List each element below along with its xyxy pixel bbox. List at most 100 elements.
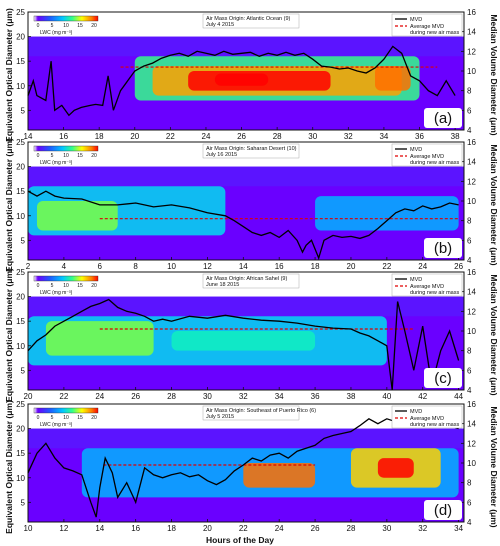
y2-tick-label: 14	[467, 28, 476, 37]
colorbar	[33, 145, 99, 152]
colorbar-tick: 10	[63, 23, 69, 29]
y2-tick-label: 16	[467, 8, 476, 17]
colorbar-label: LWC (mg m⁻³)	[40, 422, 73, 428]
lwc-upper-band	[28, 296, 464, 317]
colorbar	[33, 407, 99, 414]
x-tick-label: 12	[203, 262, 212, 271]
y-tick-label: 20	[16, 163, 25, 172]
legend-avg-label: Average MVD	[410, 24, 444, 30]
legend-avg-sub: during new air mass	[410, 160, 459, 166]
y2-tick-label: 4	[467, 126, 472, 135]
colorbar-tick: 5	[51, 283, 54, 289]
x-tick-label: 20	[203, 524, 212, 533]
x-tick-label: 12	[59, 524, 68, 533]
legend-box	[391, 273, 463, 297]
lwc-cell	[315, 196, 459, 231]
panel-label-bg	[424, 500, 462, 520]
air-mass-origin: Air Mass Origin: Southeast of Puerto Ric…	[206, 408, 316, 414]
x-tick-label: 34	[454, 524, 463, 533]
colorbar-tick: 20	[91, 23, 97, 29]
x-tick-label: 16	[59, 132, 68, 141]
y-tick-label: 20	[16, 425, 25, 434]
x-tick-label: 44	[454, 392, 463, 401]
y-tick-label: 15	[16, 57, 25, 66]
y2-tick-label: 14	[467, 420, 476, 429]
legend-mvd-label: MVD	[410, 409, 422, 415]
y-tick-label: 25	[16, 400, 25, 409]
y2-tick-label: 10	[467, 197, 476, 206]
y2-tick-label: 6	[467, 106, 472, 115]
colorbar-tick: 0	[37, 415, 40, 421]
x-tick-label: 24	[418, 262, 427, 271]
legend-avg-label: Average MVD	[410, 154, 444, 160]
x-tick-label: 36	[311, 392, 320, 401]
x-tick-label: 32	[344, 132, 353, 141]
right-ylabel-a: Median Volume Diameter (μm)	[489, 14, 499, 135]
colorbar-tick: 20	[91, 153, 97, 159]
y2-tick-label: 6	[467, 498, 472, 507]
colorbar-tick: 5	[51, 153, 54, 159]
x-tick-label: 26	[311, 524, 320, 533]
x-tick-label: 38	[347, 392, 356, 401]
x-tick-label: 14	[239, 262, 248, 271]
y2-tick-label: 12	[467, 439, 476, 448]
mvd-line	[27, 298, 460, 391]
legend-box	[391, 405, 463, 429]
legend-mvd-label: MVD	[410, 277, 422, 283]
y2-tick-label: 4	[467, 518, 472, 527]
x-tick-label: 22	[166, 132, 175, 141]
x-tick-label: 26	[237, 132, 246, 141]
x-tick-label: 22	[59, 392, 68, 401]
panel-label-bg	[424, 238, 462, 258]
x-tick-label: 28	[167, 392, 176, 401]
x-tick-label: 28	[347, 524, 356, 533]
y2-tick-label: 10	[467, 67, 476, 76]
x-tick-label: 24	[202, 132, 211, 141]
y2-tick-label: 14	[467, 288, 476, 297]
y-tick-label: 20	[16, 33, 25, 42]
colorbar-label: LWC (mg m⁻³)	[40, 30, 73, 36]
y-tick-label: 5	[21, 498, 26, 507]
y-tick-label: 5	[21, 366, 26, 375]
x-tick-label: 30	[308, 132, 317, 141]
panel-c: 20 22 24 26 28 30 32 34 36 38 40 42 44 5 10 15 20 25 4 6 8 10…	[16, 268, 476, 401]
y-tick-label: 5	[21, 106, 26, 115]
x-tick-label: 38	[451, 132, 460, 141]
y-tick-label: 10	[16, 82, 25, 91]
x-tick-label: 22	[382, 262, 391, 271]
info-box	[202, 143, 300, 159]
colorbar-tick: 15	[77, 23, 83, 29]
air-mass-origin: Air Mass Origin: Saharan Desert (10)	[206, 146, 297, 152]
colorbar-tick: 5	[51, 23, 54, 29]
y-tick-label: 20	[16, 293, 25, 302]
right-ylabel-b: Median Volume Diameter (μm)	[489, 144, 499, 265]
x-tick-label: 18	[311, 262, 320, 271]
y-tick-label: 25	[16, 8, 25, 17]
y2-tick-label: 4	[467, 386, 472, 395]
colorbar-tick: 5	[51, 415, 54, 421]
x-tick-label: 10	[167, 262, 176, 271]
legend-avg-sub: during new air mass	[410, 290, 459, 296]
panel-label: (c)	[434, 370, 452, 387]
x-tick-label: 28	[273, 132, 282, 141]
x-tick-label: 26	[454, 262, 463, 271]
x-tick-label: 20	[130, 132, 139, 141]
y-tick-label: 25	[16, 268, 25, 277]
info-box	[202, 13, 300, 29]
colorbar-label: LWC (mg m⁻³)	[40, 160, 73, 166]
x-tick-label: 10	[24, 524, 33, 533]
colorbar-tick: 15	[77, 415, 83, 421]
y2-tick-label: 16	[467, 138, 476, 147]
colorbar-tick: 10	[63, 283, 69, 289]
x-tick-label: 20	[347, 262, 356, 271]
flight-date: July 4 2015	[206, 22, 234, 28]
legend-box	[391, 13, 463, 37]
y2-tick-label: 12	[467, 177, 476, 186]
mvd-line	[27, 413, 459, 518]
mvd-line	[27, 190, 459, 260]
panel-b: 2 4 6 8 10 12 14 16 18 20 22 24 26510152025468101214…	[16, 138, 476, 271]
y-tick-label: 10	[16, 342, 25, 351]
y-tick-label: 15	[16, 449, 25, 458]
colorbar-tick: 10	[63, 415, 69, 421]
